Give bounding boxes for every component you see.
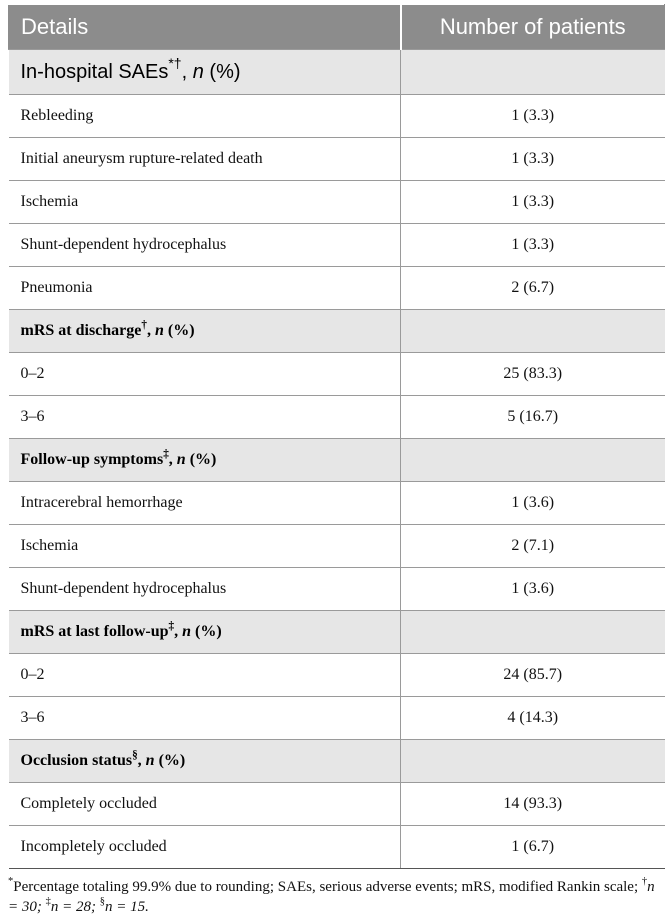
footnote-dagger: †: [641, 875, 648, 887]
row-value: 1 (3.6): [400, 481, 665, 525]
footnote-star: *: [8, 875, 14, 887]
row-label: Shunt-dependent hydrocephalus: [8, 223, 401, 267]
row-label: 3–6: [8, 696, 401, 740]
row-value: 5 (16.7): [400, 395, 665, 439]
section-title: In-hospital SAEs*†, n (%): [8, 49, 401, 95]
row-value: 25 (83.3): [400, 352, 665, 396]
section-header-row: mRS at last follow-up‡, n (%): [8, 610, 665, 654]
footnote-n3: n = 15.: [105, 899, 149, 915]
section-header-row: Follow-up symptoms‡, n (%): [8, 438, 665, 482]
row-value: 4 (14.3): [400, 696, 665, 740]
table-row: Intracerebral hemorrhage 1 (3.6): [8, 481, 665, 525]
section-n-symbol: n: [176, 451, 186, 468]
table-row: Ischemia 2 (7.1): [8, 524, 665, 568]
section-header-row: In-hospital SAEs*†, n (%): [8, 49, 665, 95]
row-value: 1 (3.6): [400, 567, 665, 611]
row-label: Completely occluded: [8, 782, 401, 826]
section-n-symbol: n: [182, 623, 192, 640]
row-label: Ischemia: [8, 524, 401, 568]
row-value: 1 (3.3): [400, 180, 665, 224]
section-footnote-mark: §: [132, 748, 138, 761]
table-row: Initial aneurysm rupture-related death 1 …: [8, 137, 665, 181]
row-value: 14 (93.3): [400, 782, 665, 826]
table-header-row: Details Number of patients: [8, 4, 665, 50]
section-empty-cell: [400, 610, 665, 654]
footnote-n1: n = 30;: [8, 879, 655, 915]
section-title: Follow-up symptoms‡, n (%): [8, 438, 401, 482]
row-value: 2 (7.1): [400, 524, 665, 568]
section-footnote-mark: ‡: [163, 447, 169, 460]
section-title: mRS at discharge†, n (%): [8, 309, 401, 353]
table-row: Completely occluded 14 (93.3): [8, 782, 665, 826]
section-percent-label: (%): [167, 322, 195, 339]
section-percent-label: (%): [189, 451, 217, 468]
row-label: Incompletely occluded: [8, 825, 401, 869]
row-label: Initial aneurysm rupture-related death: [8, 137, 401, 181]
section-percent-label: (%): [209, 60, 241, 83]
table-row: Rebleeding 1 (3.3): [8, 94, 665, 138]
table-footnote: *Percentage totaling 99.9% due to roundi…: [8, 875, 664, 917]
footnote-ddagger: ‡: [45, 895, 51, 907]
section-title-text: Occlusion status: [20, 752, 133, 769]
row-value: 1 (3.3): [400, 94, 665, 138]
footnote-text: Percentage totaling 99.9% due to roundin…: [13, 879, 642, 895]
header-details: Details: [8, 4, 401, 50]
row-label: Rebleeding: [8, 94, 401, 138]
section-title: mRS at last follow-up‡, n (%): [8, 610, 401, 654]
table-row: 3–6 4 (14.3): [8, 696, 665, 740]
table-row: 0–2 24 (85.7): [8, 653, 665, 697]
row-label: Intracerebral hemorrhage: [8, 481, 401, 525]
row-label: Ischemia: [8, 180, 401, 224]
section-n-symbol: n: [145, 752, 155, 769]
table-row: Ischemia 1 (3.3): [8, 180, 665, 224]
section-title-text: mRS at last follow-up: [20, 623, 169, 640]
footnote-section: §: [99, 895, 105, 907]
section-empty-cell: [400, 739, 665, 783]
table-row: 0–2 25 (83.3): [8, 352, 665, 396]
row-label: Pneumonia: [8, 266, 401, 310]
patient-outcomes-table: Details Number of patients In-hospital S…: [8, 4, 665, 869]
table-row: Shunt-dependent hydrocephalus 1 (3.6): [8, 567, 665, 611]
section-title-text: mRS at discharge: [20, 322, 142, 339]
section-empty-cell: [400, 309, 665, 353]
table-row: Pneumonia 2 (6.7): [8, 266, 665, 310]
row-value: 1 (3.3): [400, 223, 665, 267]
header-number-of-patients: Number of patients: [399, 4, 665, 50]
section-empty-cell: [400, 49, 665, 95]
section-percent-label: (%): [195, 623, 222, 640]
row-value: 24 (85.7): [400, 653, 665, 697]
section-header-row: Occlusion status§, n (%): [8, 739, 665, 783]
table-container: Details Number of patients In-hospital S…: [8, 4, 665, 917]
section-header-row: mRS at discharge†, n (%): [8, 309, 665, 353]
section-footnote-mark: ‡: [168, 619, 175, 632]
table-row: Incompletely occluded 1 (6.7): [8, 825, 665, 869]
section-percent-label: (%): [158, 752, 186, 769]
section-title-text: In-hospital SAEs: [20, 60, 169, 83]
row-value: 1 (3.3): [400, 137, 665, 181]
table-body: In-hospital SAEs*†, n (%) Rebleeding 1 (3.…: [8, 49, 665, 869]
section-footnote-mark: †: [141, 318, 147, 331]
section-footnote-mark: *†: [168, 55, 182, 72]
section-n-symbol: n: [192, 60, 204, 83]
table-row: Shunt-dependent hydrocephalus 1 (3.3): [8, 223, 665, 267]
row-label: 3–6: [8, 395, 401, 439]
section-title-text: Follow-up symptoms: [20, 451, 164, 468]
section-empty-cell: [400, 438, 665, 482]
row-label: 0–2: [8, 352, 401, 396]
row-label: 0–2: [8, 653, 401, 697]
row-value: 1 (6.7): [400, 825, 665, 869]
row-value: 2 (6.7): [400, 266, 665, 310]
section-n-symbol: n: [154, 322, 164, 339]
footnote-n2: n = 28;: [50, 899, 100, 915]
row-label: Shunt-dependent hydrocephalus: [8, 567, 401, 611]
table-row: 3–6 5 (16.7): [8, 395, 665, 439]
section-title: Occlusion status§, n (%): [8, 739, 401, 783]
